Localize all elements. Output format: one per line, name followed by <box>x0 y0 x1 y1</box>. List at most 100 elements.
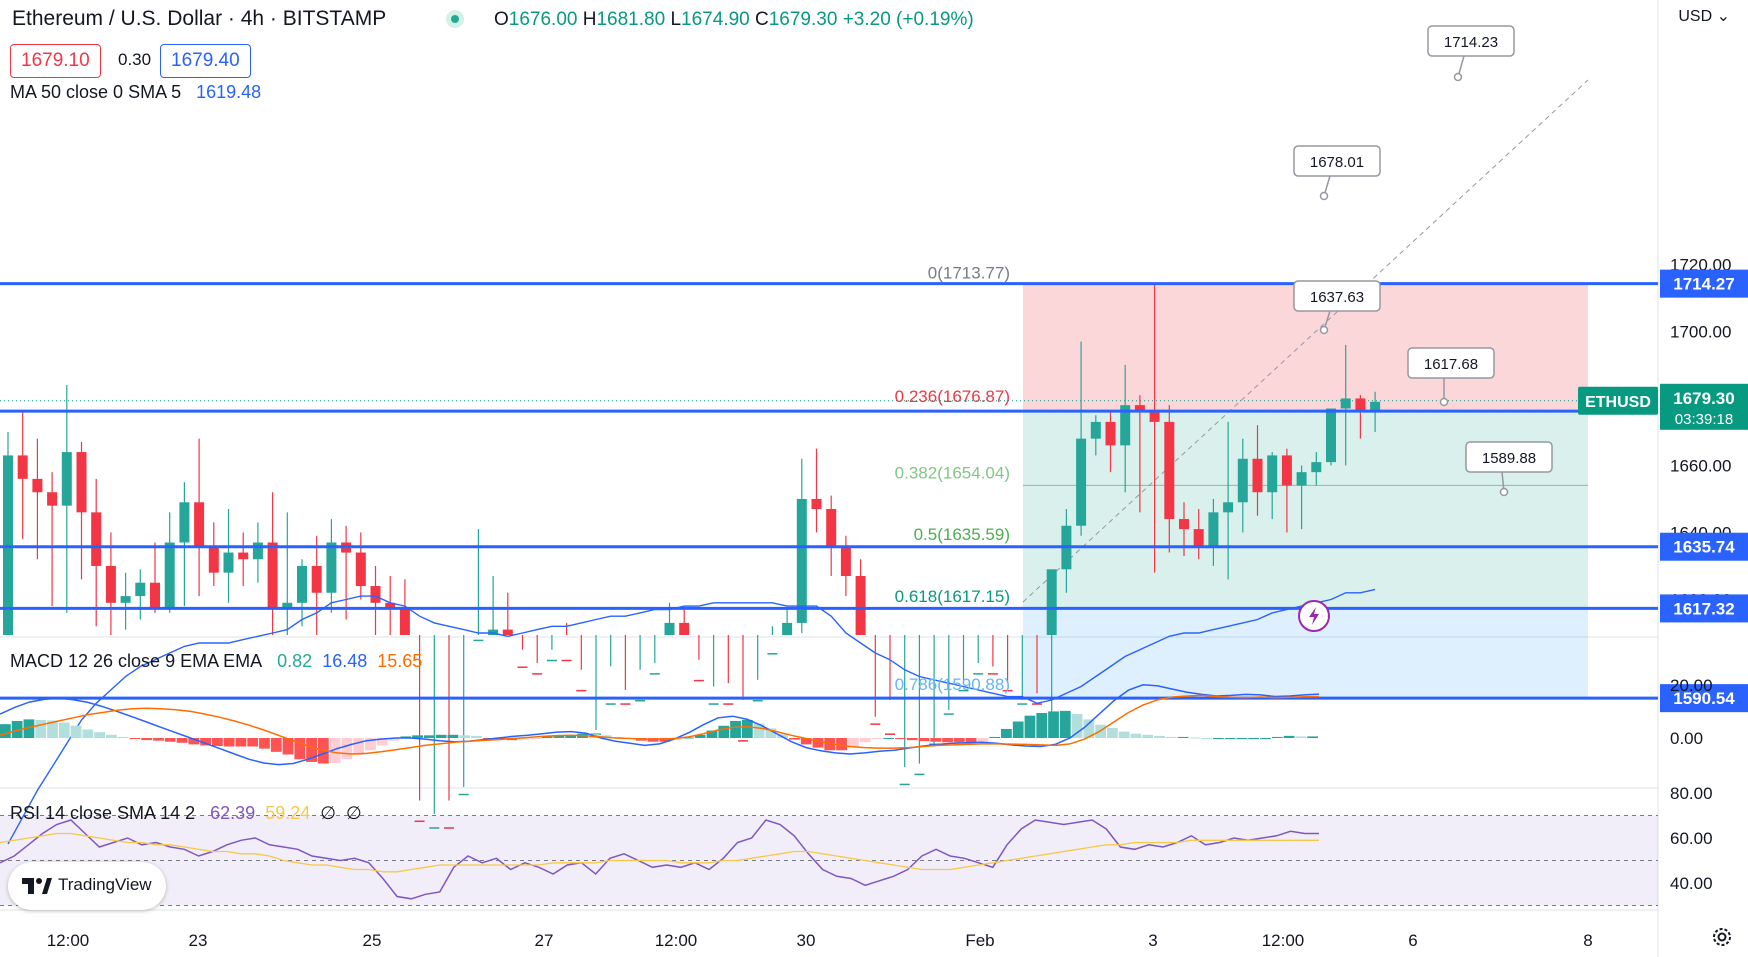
candle-body <box>576 689 587 692</box>
open-label: O <box>494 9 509 30</box>
macd-histogram-bar <box>541 736 553 738</box>
macd-histogram-bar <box>1118 731 1130 738</box>
macd-histogram-bar <box>329 738 341 764</box>
candle-body <box>811 498 822 509</box>
time-tick-label: 25 <box>363 931 382 950</box>
macd-histogram-bar <box>977 738 989 742</box>
time-tick-label: 23 <box>189 931 208 950</box>
macd-histogram-bar <box>164 738 176 742</box>
gear-icon[interactable] <box>1710 925 1734 954</box>
fib-label: 0(1713.77) <box>928 263 1010 282</box>
candle-body <box>32 478 43 493</box>
time-tick-label: 12:00 <box>655 931 698 950</box>
lightning-icon[interactable] <box>1298 600 1330 632</box>
symbol-title[interactable]: Ethereum / U.S. Dollar · 4h · BITSTAMP <box>12 7 387 30</box>
macd-histogram-bar <box>423 735 435 738</box>
tradingview-logo[interactable]: TradingView <box>8 862 166 910</box>
macd-histogram-bar <box>1248 738 1260 739</box>
macd-histogram-bar <box>553 735 565 738</box>
candle-body <box>385 602 396 610</box>
candle-body <box>61 452 72 506</box>
callout-label: 1617.68 <box>1424 356 1478 373</box>
candle-body <box>297 565 307 603</box>
macd-histogram-bar <box>565 734 577 738</box>
macd-histogram-bar <box>306 738 317 762</box>
rsi-band-background <box>0 815 1658 906</box>
candle-body <box>311 565 322 593</box>
time-tick-label: 12:00 <box>1262 931 1305 950</box>
macd-histogram-bar <box>1024 715 1036 738</box>
rsi-legend[interactable]: RSI 14 close SMA 14 2 62.39 59.24 ∅ ∅ <box>10 803 362 824</box>
macd-histogram-bar <box>1001 728 1012 738</box>
macd-histogram-bar <box>859 738 871 743</box>
candle-body <box>899 783 910 786</box>
macd-legend[interactable]: MACD 12 26 close 9 EMA EMA 0.82 16.48 15… <box>10 651 422 672</box>
chevron-down-icon: ⌄ <box>1712 8 1730 25</box>
candle-body <box>546 659 557 662</box>
candle-body <box>973 673 984 675</box>
candle-body <box>987 673 998 675</box>
countdown-label: 03:39:18 <box>1675 411 1733 428</box>
candle-body <box>1370 401 1381 412</box>
currency-selector[interactable]: USD ⌄ <box>1678 6 1730 26</box>
rsi-extra-2: ∅ <box>345 803 362 823</box>
time-tick-label: 8 <box>1583 931 1592 950</box>
callout-label: 1589.88 <box>1482 450 1536 467</box>
candle-body <box>914 773 925 776</box>
macd-histogram-bar <box>765 728 777 738</box>
price-axis[interactable]: 1620.001640.001660.001680.001700.001720.… <box>1578 0 1748 957</box>
macd-histogram-bar <box>1177 736 1189 738</box>
macd-histogram-bar <box>1283 735 1295 738</box>
ma50-line <box>7 588 1376 845</box>
macd-histogram-bar <box>117 736 129 738</box>
candle-body <box>1296 472 1307 486</box>
candle-body <box>1002 689 1013 692</box>
callout-box <box>1427 25 1515 57</box>
candle-body <box>1164 421 1175 520</box>
rsi-tick-label: 40.00 <box>1670 874 1713 893</box>
macd-histogram-bar <box>1260 738 1271 739</box>
ma-legend-value: 1619.48 <box>196 82 262 102</box>
candle-body <box>223 552 234 573</box>
level-price-tag <box>1660 684 1748 713</box>
macd-histogram-bar <box>1036 712 1048 738</box>
macd-histogram-bar <box>730 720 741 738</box>
candle-body <box>870 723 881 725</box>
macd-histogram-bar <box>883 738 895 739</box>
sell-button[interactable]: 1679.10 <box>10 44 101 78</box>
macd-histogram-bar <box>376 738 388 746</box>
macd-histogram-bar <box>753 723 765 738</box>
market-status-icon <box>446 10 464 28</box>
candle-body <box>767 653 778 655</box>
ma-legend[interactable]: MA 50 close 0 SMA 5 1619.48 <box>10 82 261 103</box>
macd-histogram-bar <box>35 719 47 738</box>
macd-histogram-bar <box>529 738 541 739</box>
candle-body <box>458 793 469 796</box>
candle-body <box>532 673 543 675</box>
macd-histogram-bar <box>800 738 812 745</box>
candle-body <box>738 740 748 742</box>
fib-label: 0.786(1590.88) <box>895 675 1010 694</box>
level-price-tag-label: 1635.74 <box>1673 538 1735 557</box>
candle-body <box>238 552 249 560</box>
macd-histogram-bar <box>153 738 164 741</box>
candle-body <box>591 733 601 735</box>
candle-body <box>1149 411 1160 422</box>
time-axis[interactable]: 12:00 23 25 27 12:00 30 Feb 3 12:00 6 8 <box>47 931 1593 950</box>
macd-histogram-bar <box>94 732 105 738</box>
macd-histogram-bar <box>270 738 282 752</box>
macd-histogram-bar <box>294 738 306 760</box>
macd-histogram-bar <box>223 738 235 747</box>
buy-button[interactable]: 1679.40 <box>160 44 251 78</box>
macd-line-value: 16.48 <box>322 651 368 671</box>
macd-histogram-bar <box>942 738 953 743</box>
macd-histogram-bar <box>82 729 94 738</box>
high-value: 1681.80 <box>596 9 666 30</box>
time-tick-label: 30 <box>797 931 816 950</box>
macd-line <box>0 684 1320 766</box>
candle-body <box>649 673 660 675</box>
rsi-value: 62.39 <box>210 803 256 823</box>
candle-body <box>885 733 895 735</box>
